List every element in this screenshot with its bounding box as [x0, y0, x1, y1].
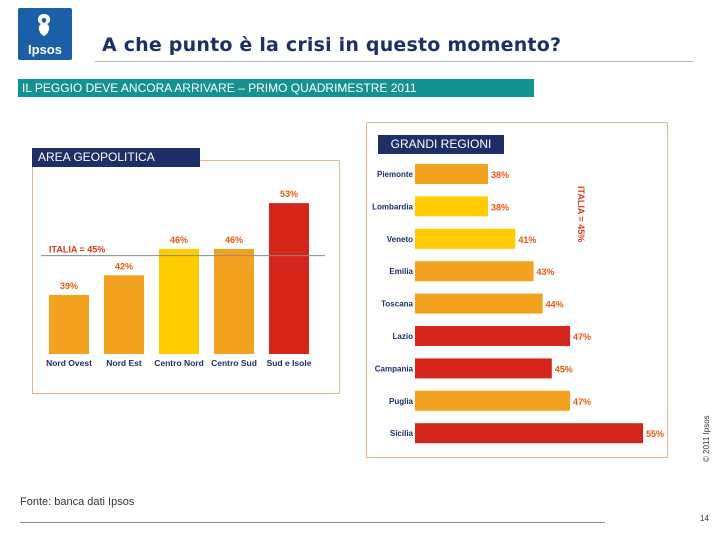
- geo-chart: 39% Nord Ovest 42% Nord Est 46% Centro Nord 46…: [41, 189, 325, 368]
- region-value-label: 47%: [573, 397, 591, 407]
- region-value-label: 44%: [546, 300, 564, 310]
- ipsos-logo: Ipsos: [18, 8, 72, 60]
- region-category-label: Piemonte: [377, 170, 414, 179]
- copyright: © 2011 Ipsos: [702, 415, 711, 462]
- geo-bar: [269, 203, 309, 354]
- footer-divider: [20, 522, 605, 523]
- region-value-label: 43%: [537, 267, 555, 277]
- geo-value-label: 42%: [115, 261, 133, 271]
- region-value-label: 41%: [518, 235, 536, 245]
- ipsos-logo-text: Ipsos: [28, 42, 62, 57]
- region-category-label: Campania: [375, 364, 414, 373]
- region-category-label: Sicilia: [390, 429, 414, 438]
- region-value-label: 38%: [491, 170, 509, 180]
- region-bar: [415, 390, 571, 411]
- region-bar: [415, 293, 543, 314]
- geo-category-label: Nord Est: [106, 358, 142, 368]
- geo-category-label: Centro Nord: [154, 358, 204, 368]
- region-category-label: Emilia: [389, 267, 413, 276]
- subtitle-banner: IL PEGGIO DEVE ANCORA ARRIVARE – PRIMO Q…: [18, 79, 534, 97]
- region-bar: [415, 261, 534, 282]
- region-value-label: 45%: [555, 364, 573, 374]
- region-bar: [415, 196, 488, 217]
- geo-category-label: Nord Ovest: [46, 358, 92, 368]
- geo-value-label: 46%: [225, 235, 243, 245]
- geo-bar: [159, 249, 199, 354]
- regions-chart: Piemonte 38% Lombardia 38% Veneto 41% Emilia 43…: [372, 164, 664, 444]
- region-category-label: Toscana: [381, 300, 413, 309]
- geo-value-label: 39%: [60, 281, 78, 291]
- geo-value-label: 46%: [170, 235, 188, 245]
- region-bar: [415, 423, 643, 444]
- geo-category-label: Centro Sud: [211, 358, 257, 368]
- ipsos-logo-mark: [37, 14, 51, 36]
- source-note: Fonte: banca dati Ipsos: [20, 496, 135, 508]
- geo-category-label: Sud e Isole: [267, 358, 312, 368]
- region-category-label: Puglia: [389, 397, 414, 406]
- geo-bar: [214, 249, 254, 354]
- region-category-label: Lazio: [393, 332, 414, 341]
- page-title: A che punto è la crisi in questo momento…: [102, 34, 562, 56]
- geo-reference-label: ITALIA = 45%: [49, 245, 105, 255]
- region-category-label: Veneto: [387, 235, 413, 244]
- title-divider: [95, 61, 693, 62]
- region-bar: [415, 164, 488, 184]
- region-value-label: 47%: [573, 332, 591, 342]
- regions-chart-title: GRANDI REGIONI: [378, 135, 504, 154]
- region-bar: [415, 228, 516, 249]
- region-bar: [415, 326, 571, 346]
- geo-chart-title: AREA GEOPOLITICA: [32, 148, 200, 167]
- region-reference-label: ITALIA = 45%: [576, 186, 586, 242]
- region-value-label: 38%: [491, 202, 509, 212]
- region-value-label: 55%: [646, 429, 664, 439]
- page-number: 14: [700, 514, 709, 523]
- geo-value-label: 53%: [280, 189, 298, 199]
- geo-bar: [104, 275, 144, 354]
- region-category-label: Lombardia: [372, 202, 413, 211]
- region-bar: [415, 358, 552, 379]
- geo-bar: [49, 294, 89, 354]
